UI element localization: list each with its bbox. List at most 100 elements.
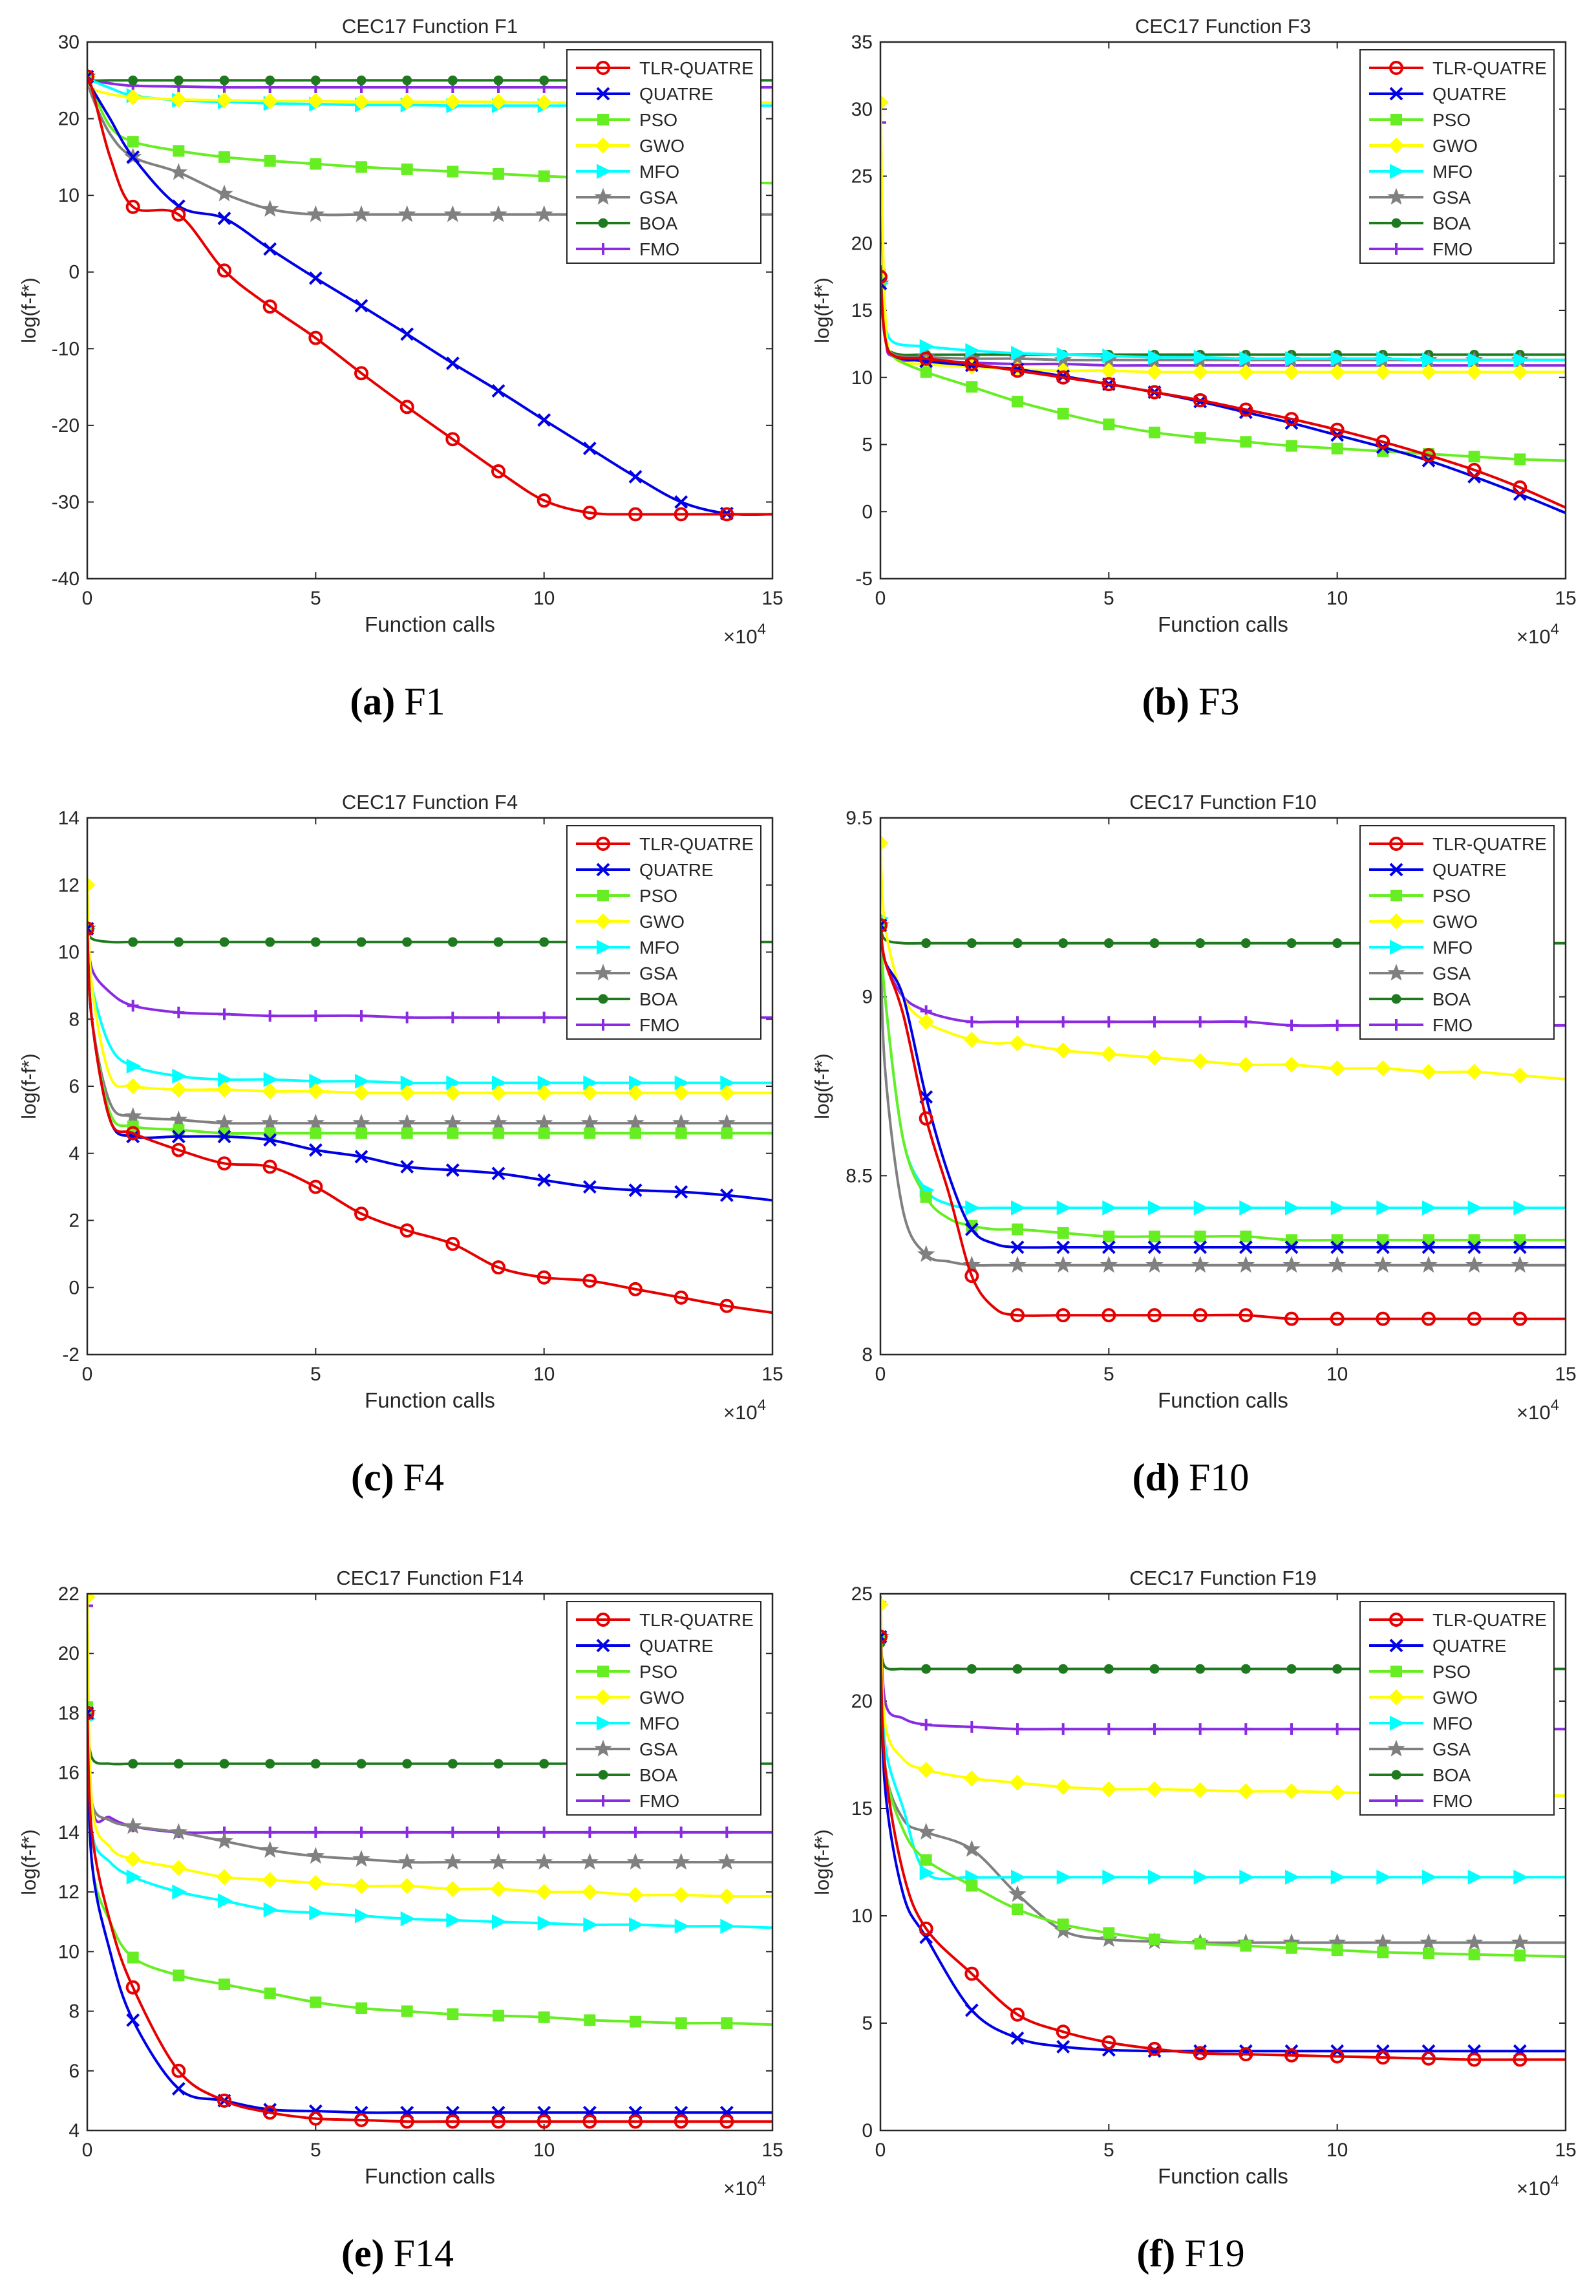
marker-plus [538,1011,550,1024]
marker-circle [87,1706,94,1721]
legend-item-gwo: GWO [1369,136,1478,156]
legend-label: GSA [1432,1739,1471,1759]
marker-plus [356,1826,367,1838]
x-tick-label: 0 [875,2140,886,2161]
legend-label: FMO [1432,239,1473,259]
marker-diamond [581,1084,598,1101]
legend-item-gwo: GWO [576,136,685,156]
legend-item-pso: PSO [576,886,677,906]
marker-plus [966,1721,978,1733]
legend-label: QUATRE [1432,860,1507,880]
marker-circle [1056,370,1070,385]
marker-diamond [353,1878,370,1894]
marker-plus [880,116,886,129]
marker-circle [1284,412,1299,427]
marker-triangle [1011,1869,1027,1885]
marker-diamond [490,94,507,110]
marker-dot [128,1759,138,1769]
marker-star [1145,1256,1164,1273]
marker-square [920,366,932,378]
marker-star [672,1113,690,1131]
marker-star [594,1739,612,1757]
legend-item-mfo: MFO [1369,162,1473,182]
legend-label: GWO [1432,912,1478,932]
marker-diamond [307,1083,324,1100]
marker-circle [87,69,94,84]
marker-plus [597,243,609,255]
marker-dot [598,994,608,1004]
marker-diamond [444,94,461,110]
marker-diamond [1420,364,1437,380]
marker-dot [1012,1664,1023,1674]
marker-dot [1103,938,1114,949]
y-tick-label: 5 [862,2013,873,2034]
marker-star [215,1832,233,1849]
marker-x [354,299,368,313]
series-line [87,928,772,1314]
legend-label: TLR-QUATRE [639,1610,754,1630]
series-gwo [87,1594,772,1905]
marker-star [352,1113,370,1131]
marker-square [1057,1227,1069,1239]
marker-square [1377,1946,1389,1958]
marker-circle [262,1159,277,1174]
marker-dot [493,937,504,947]
y-tick-label: 10 [851,367,873,389]
legend-item-fmo: FMO [576,1015,679,1035]
marker-diamond [1511,364,1528,380]
marker-star [443,205,462,222]
legend-label: TLR-QUATRE [1432,58,1547,78]
marker-triangle [1330,351,1346,367]
marker-plus [264,1826,276,1838]
marker-circle [582,2114,597,2129]
marker-circle [308,2111,323,2126]
y-axis-label: log(f-f*) [17,1053,40,1119]
axes-box [879,817,1567,1356]
y-tick-label: -5 [855,568,873,590]
legend-item-fmo: FMO [1369,1015,1473,1035]
marker-x [217,211,231,226]
marker-circle [1056,1308,1070,1323]
marker-star [718,1852,736,1870]
marker-plus [493,1011,504,1024]
y-tick-label: 18 [58,1702,80,1724]
y-tick-label: 0 [862,501,873,522]
legend-item-gsa: GSA [576,1739,677,1759]
marker-diamond [216,1869,233,1885]
marker-square [1012,396,1023,408]
legend-box [566,1601,761,1816]
x-axis-label: Function calls [1158,2164,1288,2188]
marker-dot [173,75,184,85]
marker-circle [596,837,610,851]
series-tlr-quatre [87,69,772,522]
marker-square [1103,1927,1115,1939]
marker-star [917,1245,935,1262]
legend-label: BOA [639,1765,677,1785]
marker-triangle [1390,1715,1405,1731]
chart-f3: CEC17 Function F3 Function calls log(f-f*)… [811,15,1577,723]
marker-diamond [216,92,233,109]
marker-circle [399,1223,414,1238]
marker-circle [1239,402,1253,417]
marker-dot [173,1759,184,1769]
marker-triangle [1376,351,1392,367]
marker-star [306,1847,325,1864]
marker-square [493,167,504,180]
marker-dot [173,937,184,947]
marker-plus [584,1826,596,1838]
marker-dot [966,1664,977,1674]
marker-triangle [1330,1200,1346,1216]
marker-diamond [262,1872,279,1889]
figure-caption: (a) F1 [350,680,445,723]
marker-x [719,1188,734,1203]
marker-x [217,1130,231,1144]
marker-x [1421,1240,1436,1254]
marker-diamond [490,1881,507,1897]
series-gwo [87,877,772,1101]
marker-triangle [1422,1869,1438,1885]
chart-title: CEC17 Function F19 [1129,1567,1316,1589]
legend-item-gwo: GWO [576,1688,685,1708]
marker-dot [598,1770,608,1780]
marker-triangle [537,1915,553,1931]
marker-dot [402,1759,412,1769]
